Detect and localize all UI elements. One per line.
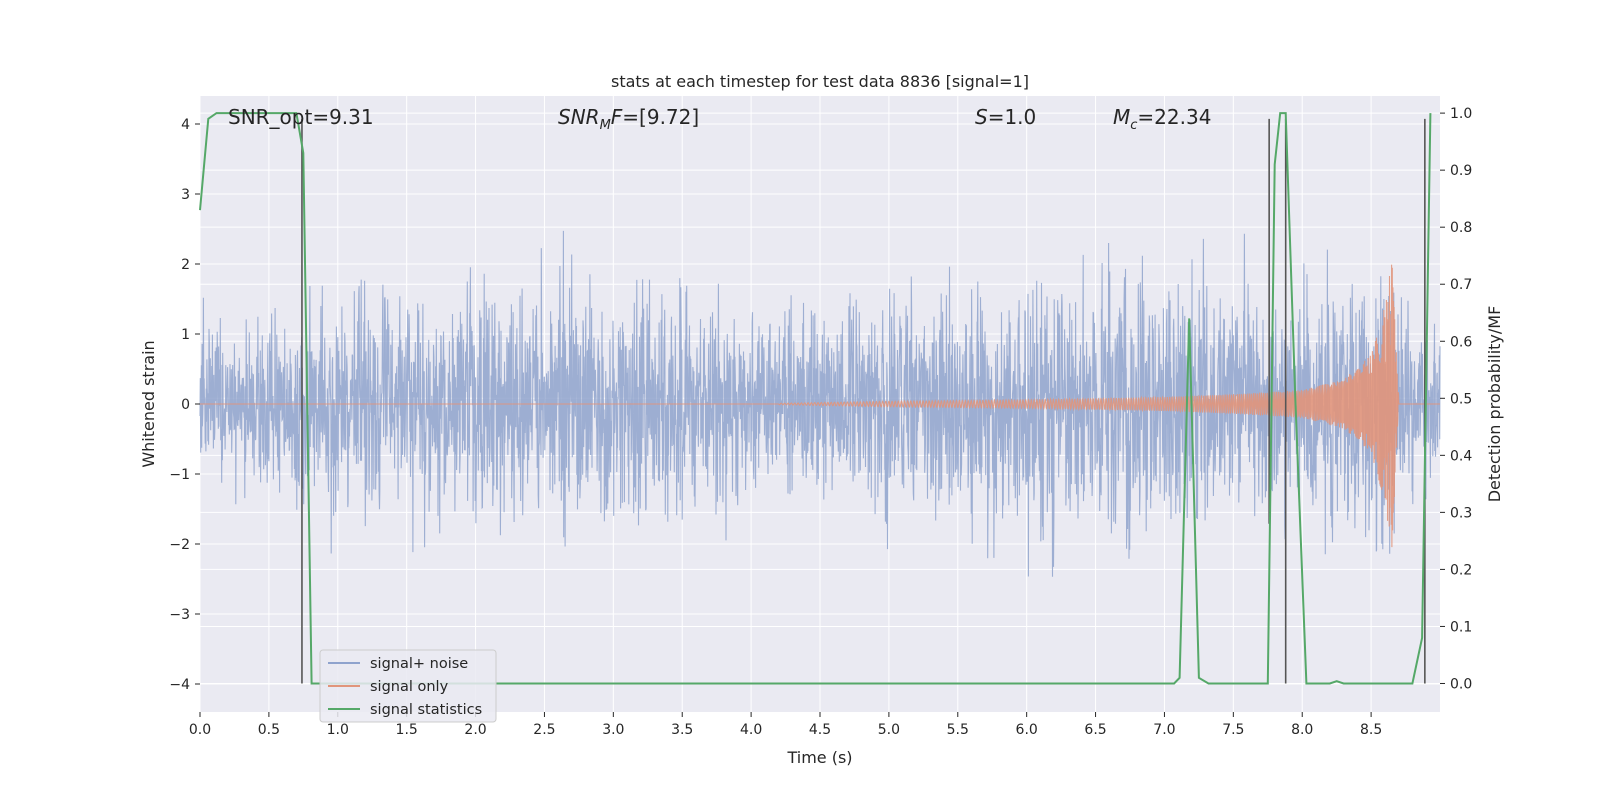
x-tick-label: 8.0 bbox=[1291, 722, 1313, 738]
annotation-snr-mf-prefix: SNR bbox=[558, 105, 600, 129]
x-tick-label: 3.0 bbox=[602, 722, 624, 738]
annotation-mc-value: =22.34 bbox=[1137, 105, 1211, 129]
x-tick-label: 6.5 bbox=[1084, 722, 1106, 738]
annotation-mc: Mc=22.34 bbox=[1113, 105, 1211, 133]
y-axis-label: Whitened strain bbox=[139, 340, 158, 467]
y-tick-label: 2 bbox=[181, 257, 190, 273]
y-tick-label: −2 bbox=[169, 537, 190, 553]
y-tick-label: 3 bbox=[181, 187, 190, 203]
y-right-tick-label: 0.1 bbox=[1450, 619, 1472, 635]
y-right-tick-label: 0.5 bbox=[1450, 391, 1472, 407]
y-tick-label: 4 bbox=[181, 117, 190, 133]
x-tick-label: 3.5 bbox=[671, 722, 693, 738]
y-tick-label: −1 bbox=[169, 467, 190, 483]
x-tick-label: 6.0 bbox=[1016, 722, 1038, 738]
y-right-tick-label: 0.6 bbox=[1450, 334, 1472, 350]
signal-statistics-series bbox=[199, 112, 1432, 685]
axis-ticks: 0.0 0.5 1.0 1.5 2.0 2.5 3.0 3.5 4.0 4.5 5.0 5.5 6.0 6… bbox=[169, 106, 1472, 738]
y-tick-label: 0 bbox=[181, 397, 190, 413]
x-axis-label: Time (s) bbox=[786, 748, 852, 767]
chart-title: stats at each timestep for test data 883… bbox=[611, 72, 1029, 91]
signal-noise-series bbox=[199, 230, 1441, 577]
annotation-snr-mf-mid: F= bbox=[611, 105, 639, 129]
annotation-snr-mf-sub: M bbox=[600, 118, 611, 133]
legend-label-signal-only: signal only bbox=[370, 679, 449, 695]
x-tick-label: 0.0 bbox=[189, 722, 211, 738]
x-tick-label: 8.5 bbox=[1360, 722, 1382, 738]
annotation-mc-sub: c bbox=[1130, 118, 1137, 133]
annotation-snr-opt: SNR_opt=9.31 bbox=[228, 105, 374, 129]
annotation-snr-mf: SNRMF=[9.72] bbox=[558, 105, 699, 133]
x-tick-label: 0.5 bbox=[258, 722, 280, 738]
x-tick-label: 2.0 bbox=[464, 722, 486, 738]
legend: signal+ noise signal only signal statist… bbox=[319, 649, 497, 723]
y-right-tick-label: 0.3 bbox=[1450, 505, 1472, 521]
signal-statistics-line bbox=[199, 112, 1432, 685]
y-tick-label: 1 bbox=[181, 327, 190, 343]
annotation-s-value: =1.0 bbox=[988, 105, 1037, 129]
annotation-mc-prefix: M bbox=[1113, 105, 1130, 129]
x-tick-label: 5.5 bbox=[947, 722, 969, 738]
y-right-tick-label: 0.0 bbox=[1450, 676, 1472, 692]
annotation-s-prefix: S bbox=[975, 105, 988, 129]
y-tick-label: −4 bbox=[169, 677, 190, 693]
x-tick-label: 4.0 bbox=[740, 722, 762, 738]
x-tick-label: 1.5 bbox=[396, 722, 418, 738]
y-right-tick-label: 1.0 bbox=[1450, 106, 1472, 122]
signal-only-series bbox=[200, 264, 1440, 548]
x-tick-label: 7.0 bbox=[1153, 722, 1175, 738]
legend-label-signal-statistics: signal statistics bbox=[370, 702, 482, 718]
signal-noise-line bbox=[199, 230, 1441, 577]
y-right-tick-label: 0.2 bbox=[1450, 562, 1472, 578]
y-right-tick-label: 0.8 bbox=[1450, 220, 1472, 236]
y-tick-label: −3 bbox=[169, 607, 190, 623]
legend-box bbox=[319, 649, 497, 723]
y-right-tick-label: 0.7 bbox=[1450, 277, 1472, 293]
x-tick-label: 7.5 bbox=[1222, 722, 1244, 738]
legend-label-signal-noise: signal+ noise bbox=[370, 656, 468, 672]
x-tick-label: 4.5 bbox=[809, 722, 831, 738]
signal-only-line bbox=[200, 264, 1440, 548]
annotation-snr-mf-value: [9.72] bbox=[639, 105, 699, 129]
x-tick-label: 2.5 bbox=[533, 722, 555, 738]
x-tick-label: 5.0 bbox=[878, 722, 900, 738]
x-tick-label: 1.0 bbox=[327, 722, 349, 738]
y-right-tick-label: 0.9 bbox=[1450, 163, 1472, 179]
annotation-s: S=1.0 bbox=[975, 105, 1036, 129]
y-axis-right-label: Detection probability/MF bbox=[1485, 306, 1504, 503]
y-right-tick-label: 0.4 bbox=[1450, 448, 1472, 464]
